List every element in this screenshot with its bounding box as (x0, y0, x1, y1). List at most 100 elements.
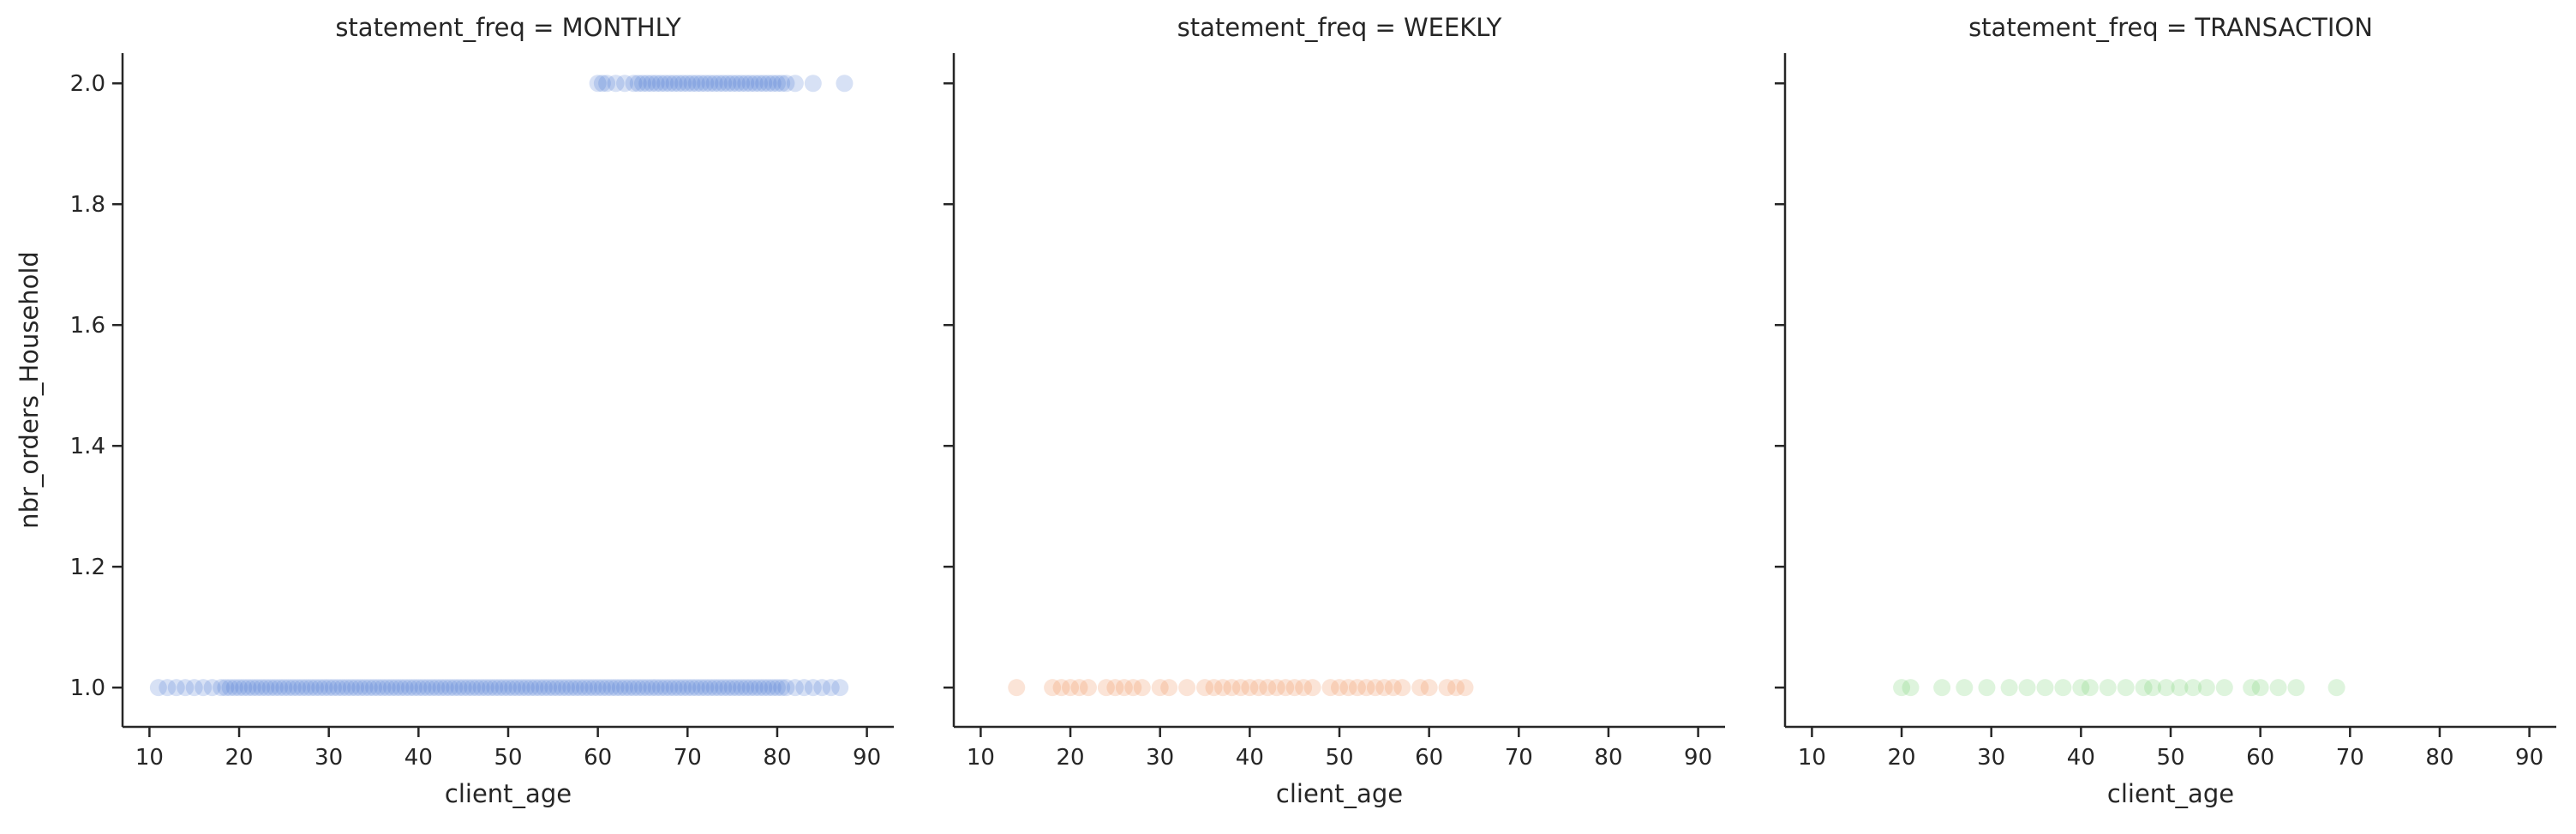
data-point (768, 75, 786, 93)
data-point (203, 679, 221, 697)
data-point (195, 679, 213, 697)
y-tick-label: 1.4 (70, 434, 105, 459)
data-point (1124, 679, 1142, 697)
data-point (733, 75, 751, 93)
data-point (665, 75, 683, 93)
data-point (1447, 679, 1465, 697)
data-point (625, 75, 643, 93)
data-point (2171, 679, 2189, 697)
data-point (1339, 679, 1357, 697)
data-point (414, 679, 432, 697)
data-point (701, 75, 719, 93)
x-tick-label: 40 (2067, 745, 2095, 771)
x-tick-label: 20 (1056, 745, 1084, 771)
data-point (530, 679, 548, 697)
data-point (737, 679, 755, 697)
data-point (1384, 679, 1402, 697)
data-point (1277, 679, 1295, 697)
data-point (625, 679, 643, 697)
data-point (512, 679, 530, 697)
data-point (535, 679, 553, 697)
data-point (275, 679, 293, 697)
data-point (705, 679, 723, 697)
data-point (1285, 679, 1303, 697)
data-point (633, 679, 651, 697)
data-point (795, 679, 813, 697)
data-point (374, 679, 392, 697)
data-point (284, 679, 302, 697)
data-point (602, 679, 620, 697)
data-point (1933, 679, 1951, 697)
data-point (396, 679, 414, 697)
data-point (656, 75, 674, 93)
data-point (620, 679, 638, 697)
data-point (773, 75, 791, 93)
data-point (705, 75, 723, 93)
data-point (351, 679, 369, 697)
data-point (382, 679, 400, 697)
data-point (607, 679, 625, 697)
scatter-points (1008, 679, 1474, 697)
data-point (669, 75, 687, 93)
data-point (777, 75, 795, 93)
data-point (1231, 679, 1249, 697)
data-point (1893, 679, 1911, 697)
data-point (651, 679, 669, 697)
data-point (764, 75, 782, 93)
data-point (697, 679, 715, 697)
panel-title: statement_freq = TRANSACTION (1968, 13, 2373, 42)
x-tick-label: 80 (2425, 745, 2453, 771)
data-point (149, 679, 167, 697)
data-point (271, 679, 289, 697)
data-point (423, 679, 441, 697)
data-point (342, 679, 360, 697)
data-point (418, 679, 436, 697)
data-point (831, 679, 849, 697)
data-point (674, 75, 692, 93)
x-tick-label: 60 (2246, 745, 2274, 771)
data-point (804, 679, 822, 697)
data-point (289, 679, 307, 697)
data-point (428, 679, 446, 697)
data-point (715, 679, 733, 697)
x-tick-label: 50 (494, 745, 522, 771)
data-point (235, 679, 253, 697)
data-point (446, 679, 464, 697)
data-point (661, 679, 679, 697)
data-point (589, 679, 607, 697)
data-point (1366, 679, 1384, 697)
data-point (2215, 679, 2233, 697)
data-point (719, 75, 737, 93)
data-point (185, 679, 203, 697)
data-point (710, 679, 728, 697)
data-point (1008, 679, 1026, 697)
data-point (741, 679, 759, 697)
data-point (679, 75, 697, 93)
data-point (786, 679, 804, 697)
data-point (679, 679, 697, 697)
data-point (231, 679, 249, 697)
data-point (540, 679, 558, 697)
chart-panels: statement_freq = MONTHLY 1.0 1.2 1.4 1.6 1.8 2… (15, 13, 2556, 808)
x-tick-label: 60 (1415, 745, 1443, 771)
data-point (1259, 679, 1277, 697)
data-point (773, 679, 791, 697)
data-point (315, 679, 333, 697)
x-tick-label: 60 (584, 745, 612, 771)
data-point (482, 679, 500, 697)
data-point (786, 75, 804, 93)
data-point (307, 679, 324, 697)
data-point (2251, 679, 2269, 697)
data-point (1249, 679, 1267, 697)
data-point (405, 679, 423, 697)
data-point (638, 679, 656, 697)
data-point (723, 679, 741, 697)
data-point (674, 679, 692, 697)
data-point (751, 679, 769, 697)
data-point (1213, 679, 1231, 697)
data-point (1331, 679, 1348, 697)
data-point (347, 679, 365, 697)
data-point (2081, 679, 2099, 697)
data-point (723, 75, 741, 93)
data-point (1902, 679, 1920, 697)
